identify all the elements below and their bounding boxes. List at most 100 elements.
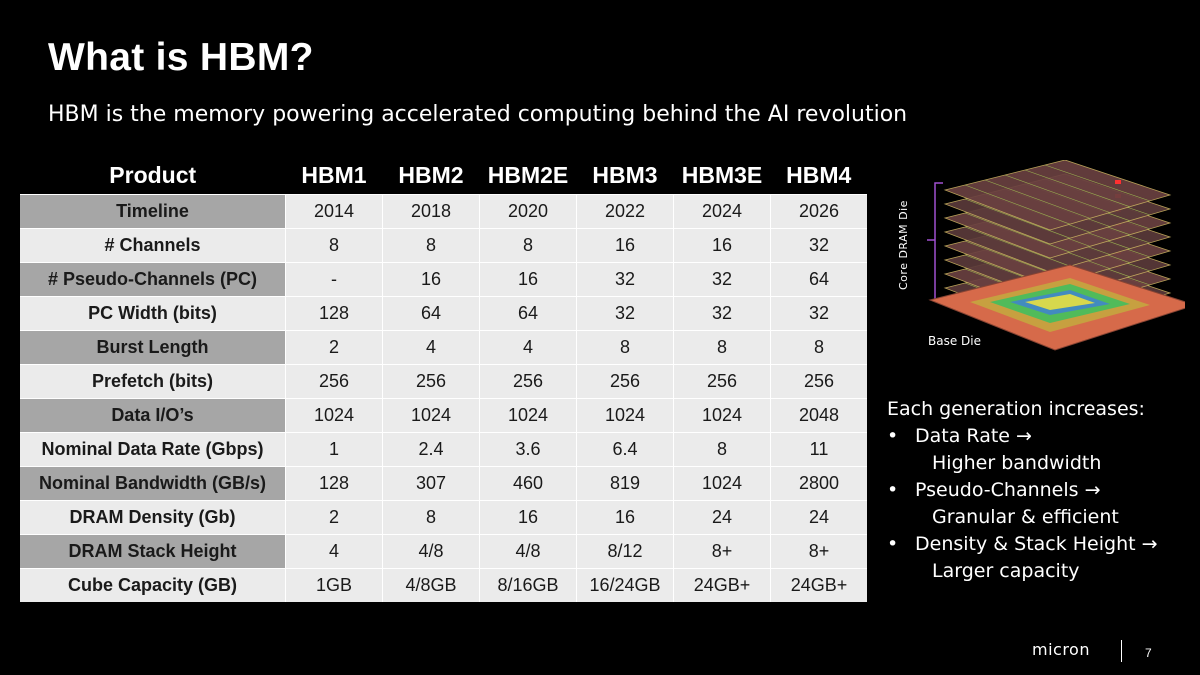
generation-callout: Each generation increases: Data Rate → H… bbox=[887, 396, 1187, 585]
table-cell: 8/16GB bbox=[479, 568, 577, 602]
table-row: # Pseudo-Channels (PC) -16 16 32 32 64 bbox=[20, 262, 867, 297]
table-cell: 1024 bbox=[673, 398, 771, 433]
table-cell: 8 bbox=[673, 432, 771, 467]
header-hbm4: HBM4 bbox=[770, 156, 867, 195]
generation-item-label: Data Rate → bbox=[915, 425, 1032, 447]
table-row: # Channels 8 8 8 16 16 32 bbox=[20, 228, 867, 263]
table-cell: 8+ bbox=[770, 534, 867, 569]
table-cell: 2048 bbox=[770, 398, 867, 433]
dram-die-layer bbox=[943, 160, 1172, 231]
table-cell: 1024 bbox=[285, 398, 383, 433]
table-cell: 3.6 bbox=[479, 432, 577, 467]
table-cell: 16 bbox=[673, 228, 771, 263]
header-hbm2: HBM2 bbox=[382, 156, 480, 195]
generation-item-label: Pseudo-Channels → bbox=[915, 479, 1101, 501]
table-cell: 256 bbox=[479, 364, 577, 399]
table-cell: 2024 bbox=[673, 194, 771, 229]
base-die-label: Base Die bbox=[928, 334, 981, 348]
table-row: DRAM Density (Gb) 2 8 16 16 24 24 bbox=[20, 500, 867, 535]
table-cell: 256 bbox=[770, 364, 867, 399]
table-cell: 8 bbox=[673, 330, 771, 365]
table-cell: 2022 bbox=[576, 194, 674, 229]
header-hbm2e: HBM2E bbox=[479, 156, 577, 195]
table-cell: 64 bbox=[770, 262, 867, 297]
list-item: Density & Stack Height → Larger capacity bbox=[887, 531, 1187, 585]
row-label: Cube Capacity (GB) bbox=[20, 568, 286, 602]
table-row: Prefetch (bits) 256 256 256 256 256 256 bbox=[20, 364, 867, 399]
table-cell: 460 bbox=[479, 466, 577, 501]
table-cell: 16/24GB bbox=[576, 568, 674, 602]
table-cell: 64 bbox=[479, 296, 577, 331]
table-cell: 6.4 bbox=[576, 432, 674, 467]
table-cell: 256 bbox=[673, 364, 771, 399]
core-dram-dies bbox=[943, 160, 1172, 329]
table-cell: 2 bbox=[285, 330, 383, 365]
footer-divider bbox=[1121, 640, 1122, 662]
page-number: 7 bbox=[1145, 646, 1152, 660]
table-cell: 128 bbox=[285, 466, 383, 501]
table-row: Nominal Data Rate (Gbps) 1 2.4 3.6 6.4 8 11 bbox=[20, 432, 867, 467]
row-label: DRAM Stack Height bbox=[20, 534, 286, 569]
table-cell: 24GB+ bbox=[673, 568, 771, 602]
table-cell: 1024 bbox=[479, 398, 577, 433]
table-cell: 1 bbox=[285, 432, 383, 467]
table-body: Timeline 2014 2018 2020 2022 2024 2026 # Channe… bbox=[20, 194, 867, 602]
generation-item-sub: Larger capacity bbox=[932, 560, 1080, 582]
table-cell: 2800 bbox=[770, 466, 867, 501]
table-cell: 32 bbox=[576, 296, 674, 331]
table-cell: 1024 bbox=[576, 398, 674, 433]
table-header-row: Product HBM1 HBM2 HBM2E HBM3 HBM3E HBM4 bbox=[20, 156, 867, 195]
table-cell: 16 bbox=[479, 500, 577, 535]
table-cell: 24GB+ bbox=[770, 568, 867, 602]
row-label: Nominal Bandwidth (GB/s) bbox=[20, 466, 286, 501]
generation-heading: Each generation increases: bbox=[887, 398, 1145, 420]
table-cell: 8 bbox=[382, 500, 480, 535]
table-cell: 16 bbox=[382, 262, 480, 297]
table-cell: 24 bbox=[770, 500, 867, 535]
table-cell: 1024 bbox=[673, 466, 771, 501]
hbm-spec-table: Product HBM1 HBM2 HBM2E HBM3 HBM3E HBM4 … bbox=[20, 156, 867, 602]
table-cell: 32 bbox=[576, 262, 674, 297]
table-cell: 4/8GB bbox=[382, 568, 480, 602]
table-cell: 16 bbox=[576, 228, 674, 263]
table-cell: 8 bbox=[770, 330, 867, 365]
table-cell: 64 bbox=[382, 296, 480, 331]
table-cell: 1GB bbox=[285, 568, 383, 602]
table-cell: 8+ bbox=[673, 534, 771, 569]
row-label: Timeline bbox=[20, 194, 286, 229]
table-cell: 24 bbox=[673, 500, 771, 535]
table-cell: 11 bbox=[770, 432, 867, 467]
table-row: Data I/O’s 1024 1024 1024 1024 1024 2048 bbox=[20, 398, 867, 433]
row-label: # Channels bbox=[20, 228, 286, 263]
row-label: Burst Length bbox=[20, 330, 286, 365]
row-label: Prefetch (bits) bbox=[20, 364, 286, 399]
row-label: Nominal Data Rate (Gbps) bbox=[20, 432, 286, 467]
table-cell: 4/8 bbox=[382, 534, 480, 569]
stack-bracket bbox=[927, 182, 943, 301]
table-cell: 8/12 bbox=[576, 534, 674, 569]
table-cell: 2.4 bbox=[382, 432, 480, 467]
header-product: Product bbox=[20, 156, 286, 195]
table-cell: 2020 bbox=[479, 194, 577, 229]
table-cell: 8 bbox=[576, 330, 674, 365]
table-cell: 819 bbox=[576, 466, 674, 501]
table-cell: 2014 bbox=[285, 194, 383, 229]
micron-logo: micron bbox=[1032, 640, 1090, 659]
table-row: Timeline 2014 2018 2020 2022 2024 2026 bbox=[20, 194, 867, 229]
table-cell: 4 bbox=[285, 534, 383, 569]
generation-item-sub: Granular & efficient bbox=[932, 506, 1119, 528]
table-cell: 1024 bbox=[382, 398, 480, 433]
table-cell: 4 bbox=[479, 330, 577, 365]
table-cell: 32 bbox=[770, 228, 867, 263]
row-label: DRAM Density (Gb) bbox=[20, 500, 286, 535]
table-row: DRAM Stack Height 4 4/8 4/8 8/12 8+ 8+ bbox=[20, 534, 867, 569]
table-cell: 8 bbox=[479, 228, 577, 263]
generation-item-sub: Higher bandwidth bbox=[932, 452, 1102, 474]
table-row: PC Width (bits) 128 64 64 32 32 32 bbox=[20, 296, 867, 331]
hbm-stack-diagram bbox=[927, 160, 1185, 351]
table-cell: 128 bbox=[285, 296, 383, 331]
row-label: PC Width (bits) bbox=[20, 296, 286, 331]
table-cell: 256 bbox=[382, 364, 480, 399]
table-row: Cube Capacity (GB) 1GB 4/8GB 8/16GB 16/24GB 2… bbox=[20, 568, 867, 602]
table-row: Burst Length 2 4 4 8 8 8 bbox=[20, 330, 867, 365]
